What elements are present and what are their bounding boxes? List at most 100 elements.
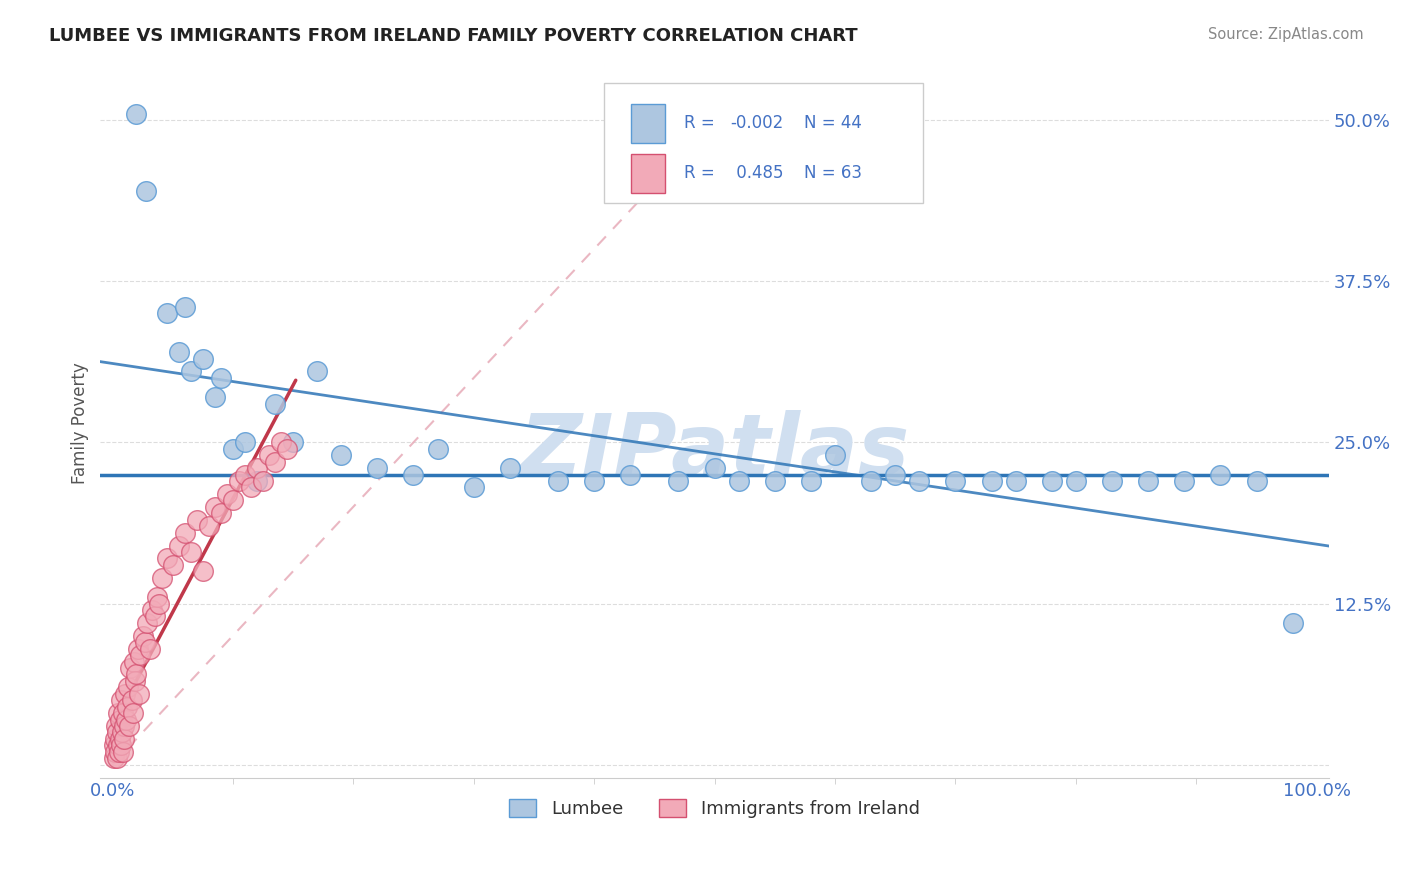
Point	[173, 525, 195, 540]
Point	[108, 713, 131, 727]
Point	[148, 597, 170, 611]
Point	[180, 545, 202, 559]
Text: LUMBEE VS IMMIGRANTS FROM IRELAND FAMILY POVERTY CORRELATION CHART: LUMBEE VS IMMIGRANTS FROM IRELAND FAMILY…	[49, 27, 858, 45]
Point	[124, 673, 146, 688]
Point	[270, 435, 292, 450]
Point	[222, 493, 245, 508]
Point	[111, 725, 134, 739]
Point	[103, 739, 125, 753]
Point	[146, 590, 169, 604]
Point	[120, 661, 142, 675]
Point	[143, 609, 166, 624]
Point	[114, 687, 136, 701]
Text: N = 63: N = 63	[804, 164, 862, 182]
Point	[134, 635, 156, 649]
Point	[209, 371, 232, 385]
Point	[252, 474, 274, 488]
Legend: Lumbee, Immigrants from Ireland: Lumbee, Immigrants from Ireland	[502, 791, 927, 825]
Point	[191, 351, 214, 366]
Point	[884, 467, 907, 482]
Text: 0.485: 0.485	[731, 164, 783, 182]
Point	[307, 364, 329, 378]
Point	[668, 474, 690, 488]
Y-axis label: Family Poverty: Family Poverty	[72, 362, 89, 484]
Text: N = 44: N = 44	[804, 114, 862, 132]
Point	[209, 506, 232, 520]
Point	[155, 306, 177, 320]
Point	[110, 731, 132, 746]
Point	[162, 558, 184, 572]
Point	[105, 719, 128, 733]
Point	[197, 519, 219, 533]
Point	[215, 487, 238, 501]
Point	[105, 751, 128, 765]
Point	[131, 629, 153, 643]
Point	[115, 699, 138, 714]
FancyBboxPatch shape	[605, 83, 924, 203]
Point	[107, 706, 129, 720]
Text: ZIPatlas: ZIPatlas	[519, 410, 910, 493]
Point	[103, 751, 125, 765]
Point	[155, 551, 177, 566]
Point	[763, 474, 786, 488]
Point	[1040, 474, 1063, 488]
Point	[1101, 474, 1123, 488]
Point	[908, 474, 931, 488]
Point	[1004, 474, 1026, 488]
Point	[980, 474, 1002, 488]
Point	[257, 448, 280, 462]
Point	[180, 364, 202, 378]
Point	[222, 442, 245, 456]
Point	[117, 681, 139, 695]
Point	[129, 648, 152, 662]
Point	[1209, 467, 1232, 482]
Point	[111, 745, 134, 759]
Text: Source: ZipAtlas.com: Source: ZipAtlas.com	[1208, 27, 1364, 42]
Point	[1064, 474, 1087, 488]
Point	[114, 731, 136, 746]
Point	[141, 603, 163, 617]
Point	[426, 442, 449, 456]
Point	[703, 461, 725, 475]
Point	[122, 655, 145, 669]
Point	[366, 461, 388, 475]
Point	[824, 448, 846, 462]
Point	[276, 442, 298, 456]
Point	[547, 474, 569, 488]
Point	[800, 474, 823, 488]
Point	[104, 745, 127, 759]
Point	[112, 706, 135, 720]
Point	[167, 539, 190, 553]
Point	[499, 461, 522, 475]
Point	[281, 435, 304, 450]
Point	[619, 467, 641, 482]
Point	[233, 467, 256, 482]
Point	[191, 564, 214, 578]
Point	[110, 693, 132, 707]
Point	[122, 706, 145, 720]
Point	[860, 474, 883, 488]
Text: R =: R =	[683, 114, 714, 132]
Point	[150, 571, 173, 585]
Point	[204, 500, 226, 514]
FancyBboxPatch shape	[631, 104, 665, 143]
Point	[105, 725, 128, 739]
Point	[127, 641, 149, 656]
Point	[233, 435, 256, 450]
Point	[110, 739, 132, 753]
Point	[112, 719, 135, 733]
Point	[583, 474, 606, 488]
Point	[125, 106, 148, 120]
Point	[136, 615, 159, 630]
Point	[727, 474, 749, 488]
Point	[246, 474, 269, 488]
Point	[121, 693, 143, 707]
Point	[463, 481, 485, 495]
Point	[1137, 474, 1160, 488]
Point	[108, 745, 131, 759]
Point	[167, 345, 190, 359]
Point	[330, 448, 353, 462]
Point	[135, 184, 157, 198]
Point	[246, 461, 269, 475]
Point	[402, 467, 425, 482]
